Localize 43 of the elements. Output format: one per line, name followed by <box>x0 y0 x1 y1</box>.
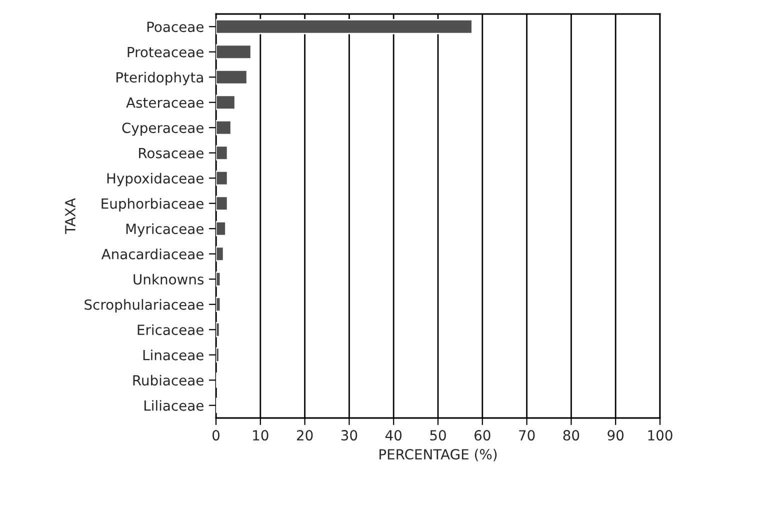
y-tick-label: Unknowns <box>134 274 204 285</box>
y-tick-label: Euphorbiaceae <box>102 198 204 212</box>
y-tick-label: Poaceae <box>147 22 204 32</box>
y-tick-label: Asteraceae <box>126 98 204 108</box>
bar <box>216 271 222 287</box>
bar <box>216 296 222 312</box>
x-tick-label: 40 <box>385 430 402 441</box>
bar <box>216 322 220 338</box>
y-tick-label: Liliaceae <box>144 400 204 411</box>
bar <box>216 347 220 363</box>
bar <box>216 145 228 161</box>
bar <box>216 220 226 236</box>
y-tick-label: Ericaceae <box>138 324 204 336</box>
bar <box>216 18 473 34</box>
y-tick-label: Proteaceae <box>128 47 204 58</box>
y-tick-label: Rubiaceae <box>133 374 204 386</box>
bar <box>216 120 232 136</box>
x-tick-label: 80 <box>563 430 580 441</box>
x-tick-label: 30 <box>341 430 358 441</box>
bar <box>216 196 228 212</box>
y-tick-label: Myricaceae <box>126 223 204 237</box>
y-tick-label: Pteridophyta <box>116 72 203 86</box>
y-axis-title: TAXA <box>65 198 76 234</box>
x-tick-label: 50 <box>430 430 446 441</box>
x-axis-title: PERCENTAGE (%) <box>380 448 497 462</box>
bar <box>216 44 252 60</box>
bar <box>216 94 236 110</box>
y-tick-label: Cyperaceae <box>122 122 204 136</box>
x-tick-label: 70 <box>519 430 535 441</box>
x-tick-label: 100 <box>648 430 672 441</box>
x-tick-label: 0 <box>212 430 220 441</box>
y-tick-label: Rosaceae <box>139 148 204 158</box>
y-tick-label: Hypoxidaceae <box>107 172 204 186</box>
bar <box>216 69 248 85</box>
x-tick-label: 90 <box>608 430 624 441</box>
y-tick-label: Scrophulariaceae <box>84 299 204 313</box>
bar <box>216 170 228 186</box>
x-tick-label: 60 <box>474 430 490 441</box>
x-tick-label: 10 <box>253 430 268 441</box>
y-tick-label: Linaceae <box>143 350 204 360</box>
x-tick-label: 20 <box>296 430 313 441</box>
y-tick-label: Anacardiaceae <box>101 248 204 260</box>
bar <box>216 246 224 262</box>
